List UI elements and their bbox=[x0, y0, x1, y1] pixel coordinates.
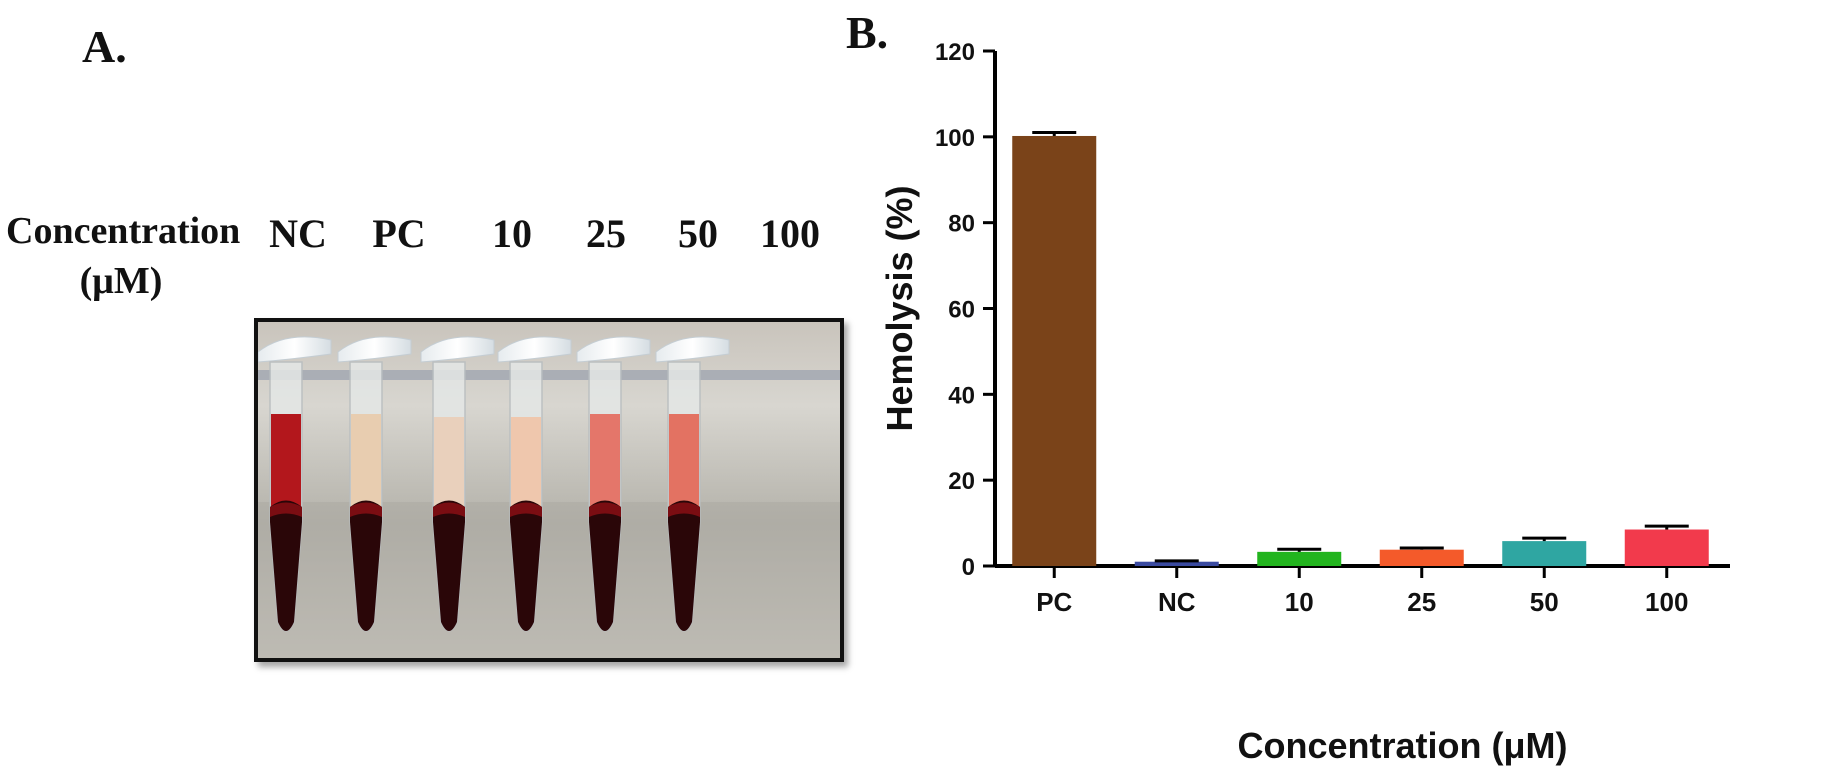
tube-pellet-top bbox=[510, 502, 542, 517]
concentration-label-line1: Concentration bbox=[6, 210, 241, 252]
x-tick-label: 25 bbox=[1407, 587, 1436, 617]
y-tick-label: 0 bbox=[962, 554, 975, 581]
x-tick-label: PC bbox=[1036, 587, 1072, 617]
bar-100 bbox=[1624, 529, 1709, 566]
tube-cap bbox=[655, 336, 730, 363]
concentration-label-unit: (μM) bbox=[79, 260, 163, 302]
tube bbox=[337, 336, 412, 632]
x-tick-label: 50 bbox=[1530, 587, 1559, 617]
chart-axes bbox=[993, 51, 1730, 568]
tube-pellet-top bbox=[668, 502, 700, 517]
tube-cap bbox=[497, 336, 572, 363]
concentration-label: Concentration (μM) bbox=[6, 206, 241, 306]
x-axis-label: Concentration (μM) bbox=[1238, 725, 1568, 766]
tube bbox=[576, 336, 651, 632]
tube-label-10: 10 bbox=[492, 211, 532, 256]
y-tick-label: 40 bbox=[948, 382, 975, 409]
y-axis-label: Hemolysis (%) bbox=[879, 185, 920, 431]
y-tick-label: 80 bbox=[948, 211, 975, 238]
hemolysis-bar-chart: 0 20 40 60 80 100 120 PC NC 10 25 50 100 Hemolysis (… bbox=[879, 39, 1730, 766]
rack-edge bbox=[258, 370, 840, 380]
bar-10 bbox=[1257, 551, 1342, 566]
chart-ticks: 0 20 40 60 80 100 120 PC NC 10 25 50 100 bbox=[935, 39, 1688, 617]
tube-cap bbox=[258, 336, 332, 363]
tubes-photo bbox=[254, 318, 844, 662]
bar-pc bbox=[1012, 135, 1097, 566]
bar-nc bbox=[1134, 561, 1219, 566]
tube bbox=[497, 336, 572, 632]
tube-label-pc: PC bbox=[372, 211, 426, 256]
tube-pellet-top bbox=[589, 502, 621, 517]
tube-pellet-top bbox=[350, 502, 382, 517]
rack-base bbox=[258, 502, 840, 658]
tube-group bbox=[258, 336, 730, 632]
y-tick-label: 120 bbox=[935, 39, 975, 66]
y-tick-label: 60 bbox=[948, 297, 975, 324]
tube-label-100: 100 bbox=[760, 211, 820, 256]
tube-pellet bbox=[589, 500, 621, 631]
tube-pellet bbox=[668, 500, 700, 631]
tube bbox=[420, 336, 495, 632]
tube bbox=[258, 336, 332, 632]
x-tick-label: NC bbox=[1158, 587, 1196, 617]
tube-pellet bbox=[510, 500, 542, 631]
tube-pellet bbox=[270, 500, 302, 631]
tube-pellet bbox=[350, 500, 382, 631]
tube-cap bbox=[337, 336, 412, 363]
tube-label-50: 50 bbox=[678, 211, 718, 256]
x-tick-label: 100 bbox=[1645, 587, 1688, 617]
bar-25 bbox=[1379, 549, 1464, 566]
tube-pellet-top bbox=[433, 502, 465, 517]
tube-label-nc: NC bbox=[269, 211, 327, 256]
y-tick-label: 100 bbox=[935, 125, 975, 152]
tubes-photo-drawing bbox=[258, 322, 840, 658]
tube-cap bbox=[420, 336, 495, 363]
tube-cap bbox=[576, 336, 651, 363]
y-tick-label: 20 bbox=[948, 468, 975, 495]
tube bbox=[655, 336, 730, 632]
tube-pellet-top bbox=[270, 502, 302, 517]
panel-b-label: B. bbox=[846, 7, 889, 58]
tube-label-25: 25 bbox=[586, 211, 626, 256]
chart-bars bbox=[1012, 131, 1709, 566]
tube-pellet bbox=[433, 500, 465, 631]
panel-a-label: A. bbox=[82, 21, 127, 72]
x-tick-label: 10 bbox=[1285, 587, 1314, 617]
bar-50 bbox=[1502, 541, 1587, 566]
